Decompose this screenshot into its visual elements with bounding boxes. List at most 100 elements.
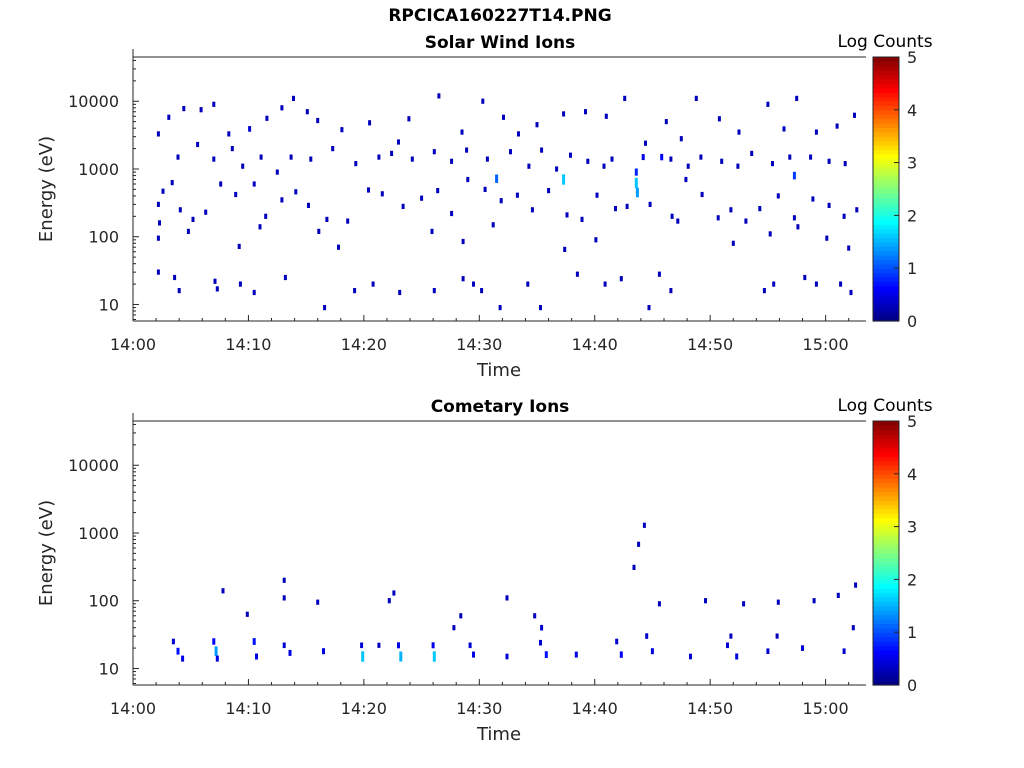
colorbar-segment: [873, 224, 899, 230]
colorbar-segment: [873, 74, 899, 80]
panel-title: Cometary Ions: [431, 397, 570, 417]
data-cell: [614, 206, 617, 212]
x-tick-label: 14:00: [110, 335, 156, 354]
colorbar-segment: [873, 456, 899, 462]
colorbar-segment: [873, 513, 899, 519]
colorbar-segment: [873, 263, 899, 269]
data-cell: [535, 122, 539, 128]
data-cell: [283, 274, 287, 281]
colorbar-segment: [873, 149, 899, 155]
data-cell: [502, 114, 505, 120]
colorbar-segment: [873, 509, 899, 514]
colorbar-segment: [873, 259, 899, 265]
data-cell: [634, 177, 638, 189]
data-cell: [731, 240, 735, 246]
colorbar-segment: [873, 447, 899, 453]
data-cell: [234, 191, 238, 198]
colorbar-segment: [873, 219, 899, 225]
data-cell: [540, 147, 544, 153]
y-tick-label: 10000: [68, 92, 119, 111]
data-cell: [610, 156, 614, 162]
colorbar-segment: [873, 197, 899, 203]
colorbar-segment: [873, 140, 899, 146]
data-cell: [657, 601, 661, 607]
data-cell: [173, 274, 177, 281]
data-cell: [650, 648, 654, 655]
data-cell: [842, 648, 846, 654]
data-cell: [360, 642, 364, 649]
data-cell: [212, 101, 216, 107]
data-cell: [390, 150, 394, 156]
data-cell: [835, 123, 839, 129]
data-cell: [539, 305, 542, 311]
data-cell: [827, 202, 831, 208]
colorbar-segment: [873, 473, 899, 479]
data-cell: [515, 192, 519, 198]
colorbar-segment: [873, 588, 899, 594]
x-tick-label: 14:40: [572, 699, 618, 718]
colorbar-segment: [873, 303, 899, 309]
colorbar-segment: [873, 268, 899, 274]
colorbar-segment: [873, 601, 899, 607]
colorbar-tick-label: 3: [907, 154, 917, 173]
data-cell: [252, 289, 256, 296]
colorbar-segment: [873, 250, 899, 256]
data-cell: [775, 633, 779, 639]
data-cell: [317, 228, 321, 234]
data-cell: [584, 109, 587, 115]
colorbar-segment: [873, 123, 899, 128]
colorbar-segment: [873, 202, 899, 208]
data-cell: [466, 176, 470, 183]
data-cell: [431, 642, 435, 649]
colorbar-segment: [873, 158, 899, 164]
colorbar-tick-label: 5: [907, 412, 917, 431]
data-cell: [849, 289, 853, 296]
data-cell: [215, 655, 219, 662]
colorbar-segment: [873, 101, 899, 106]
data-cell: [854, 582, 858, 588]
data-cell: [694, 95, 698, 101]
data-cell: [227, 131, 231, 137]
colorbar-segment: [873, 592, 899, 598]
y-tick-label: 10000: [68, 456, 119, 475]
colorbar-segment: [873, 70, 899, 76]
colorbar-segment: [873, 105, 899, 111]
colorbar-segment: [873, 557, 899, 563]
data-cell: [505, 595, 509, 601]
colorbar-segment: [873, 429, 899, 435]
data-cell: [432, 149, 436, 155]
data-cell: [346, 218, 350, 224]
data-cell: [648, 201, 652, 207]
data-cell: [436, 188, 440, 194]
data-cell: [481, 98, 485, 104]
page-title: RPCICA160227T14.PNG: [388, 6, 612, 26]
data-cell: [737, 129, 741, 135]
colorbar-segment: [873, 605, 899, 611]
colorbar-segment: [873, 206, 899, 212]
colorbar-segment: [873, 83, 899, 89]
data-cell: [265, 115, 269, 121]
colorbar-segment: [873, 92, 899, 98]
data-cell: [853, 112, 856, 118]
colorbar-segment: [873, 460, 899, 466]
data-cell: [199, 107, 203, 113]
data-cell: [539, 639, 542, 646]
data-cell: [669, 288, 673, 294]
data-cell: [637, 541, 641, 547]
colorbar-segment: [873, 535, 899, 541]
data-cell: [309, 156, 313, 162]
data-cell: [316, 117, 320, 124]
data-cell: [684, 176, 688, 183]
data-cell: [472, 281, 475, 287]
colorbar-tick-label: 4: [907, 465, 917, 484]
data-cell: [483, 186, 487, 192]
data-cell: [526, 281, 530, 287]
chart-panel-2: 14:00 14:10 14:20 14:30 14:40 14:50 15:0010100…: [36, 396, 933, 745]
colorbar-segment: [873, 544, 899, 550]
colorbar-segment: [873, 676, 899, 682]
data-cell: [322, 648, 325, 655]
colorbar-segment: [873, 57, 899, 62]
colorbar-label: Log Counts: [837, 32, 932, 52]
data-cell: [340, 127, 344, 133]
